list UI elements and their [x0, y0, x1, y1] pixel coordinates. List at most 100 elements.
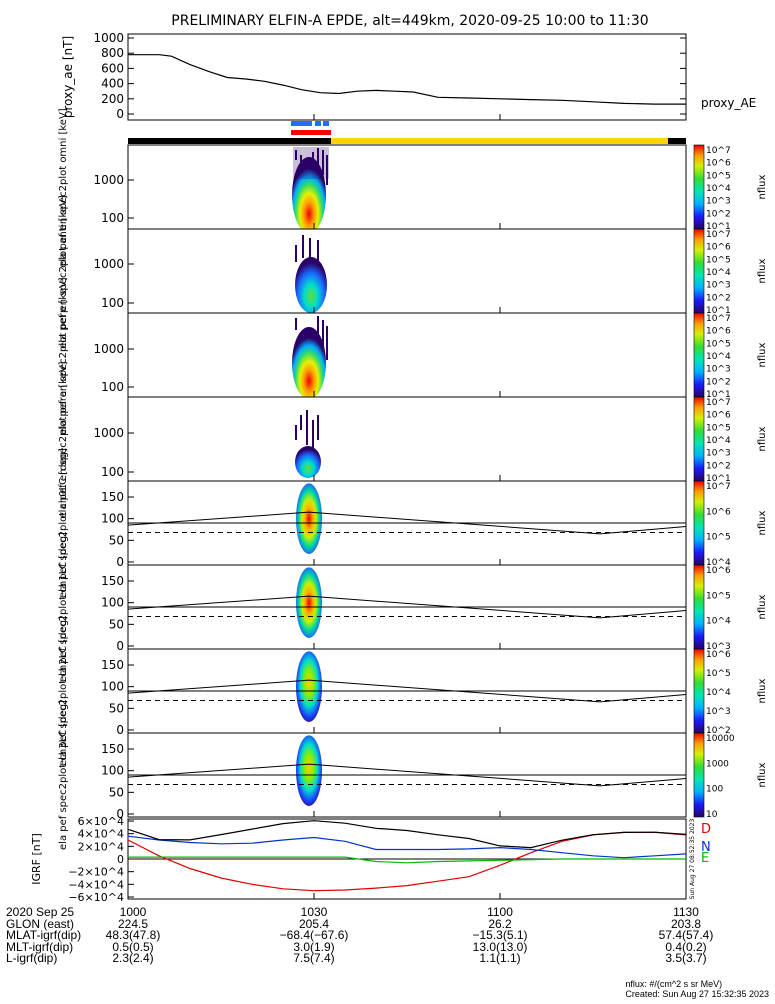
igrf-tick-label: −4×10^4: [68, 878, 124, 891]
pa-panel-0: 150 100 50 0 ela pef spec2plot ch0LC [deg]: [58, 448, 687, 598]
units-note: nflux: #/(cm^2 s sr MeV): [625, 979, 723, 989]
colorbar-tick-label: 10^3: [706, 642, 731, 652]
colorbar-6: 10^6 10^5 10^4 10^3 10^2 nflux: [693, 648, 768, 736]
eph-val: 48.3(47.8): [105, 928, 161, 942]
colorbar-1: 10^7 10^6 10^5 10^4 10^3 10^2 10^1 nflux: [693, 228, 768, 316]
eph-val: 224.5: [117, 916, 149, 931]
colorbar-tick-label: 10^6: [706, 650, 731, 660]
pa-tick-label: 0: [116, 807, 124, 821]
pa-tick-label: 100: [101, 680, 124, 694]
colorbar-tick-label: 10^5: [706, 171, 731, 181]
colorbar-scale: [693, 144, 705, 230]
eph-label: MLT-igrf(dip): [6, 939, 74, 954]
colorbar-0: 10^7 10^6 10^5 10^4 10^3 10^2 10^1 nflux: [693, 144, 768, 232]
spec-panel-para: 1000 100 ela pef en spec2plot para [keV]: [58, 361, 687, 519]
colorbar-7: 10000 1000 100 10 nflux: [693, 732, 768, 820]
colorbar-2: 10^7 10^6 10^5 10^4 10^3 10^2 10^1 nflux: [693, 312, 768, 400]
proxy-ae-legend: proxy_AE: [701, 96, 756, 110]
colorbar-tick-label: 10^6: [706, 507, 731, 517]
colorbar-tick-label: 10^6: [706, 159, 731, 169]
colorbar-tick-label: 10^4: [706, 688, 731, 698]
ae-tick-label: 1000: [93, 31, 124, 45]
colorbar-scale: [693, 312, 705, 398]
pa-tick-label: 150: [101, 658, 124, 672]
ae-tick-label: 400: [101, 77, 124, 91]
colorbar-tick-label: 10^4: [706, 617, 731, 627]
proxy-ae-ylabel: proxy_ae [nT]: [61, 36, 75, 118]
pa-tick-label: 0: [116, 639, 124, 653]
pa-tick-label: 50: [109, 701, 124, 715]
eph-val: 3.0(1.9): [293, 939, 335, 954]
colorbar-tick-label: 10^1: [706, 306, 731, 316]
eph-val: 2.3(2.4): [112, 951, 154, 965]
spec-anti-tick-100: 100: [101, 296, 124, 310]
eph-val: −68.4(−67.6): [279, 928, 349, 942]
colorbar-tick-label: 10^2: [706, 726, 731, 736]
science-zone-red: [291, 130, 331, 135]
pa-tick-label: 150: [101, 742, 124, 756]
igrf-tick-label: 2×10^4: [78, 840, 124, 853]
igrf-legend-d: D: [701, 822, 711, 837]
pa-tick-label: 50: [109, 785, 124, 799]
spec-omni-ylabel: ela pef en spec2plot omni [keV]: [58, 108, 69, 268]
pa-flux-blob: [296, 567, 322, 638]
spec-anti-ylabel: ela pef en spec2plot anti [keV]: [58, 195, 69, 349]
colorbar-label: nflux: [757, 510, 768, 535]
pa-flux-blob: [296, 483, 322, 554]
colorbar-scale: [693, 480, 705, 566]
pa-tick-label: 0: [116, 723, 124, 737]
colorbar-tick-label: 10: [706, 810, 718, 820]
eph-val: 0.4(0.2): [665, 939, 707, 954]
ae-tick-label: 200: [101, 92, 124, 106]
pa-tick-label: 100: [101, 764, 124, 778]
pa-tick-label: 100: [101, 512, 124, 526]
colorbar-tick-label: 10^7: [706, 230, 731, 240]
colorbar-tick-label: 10^5: [706, 255, 731, 265]
status-bar-black-mid: [291, 138, 331, 144]
igrf-stamp: Sun Aug 27 08:52:35 2023: [689, 819, 696, 900]
pa-tick-label: 50: [109, 533, 124, 547]
colorbar-tick-label: 10^7: [706, 398, 731, 408]
pa-panel-2: 150 100 50 0 ela pef spec2plot ch2LC [deg]: [58, 616, 687, 766]
science-zone-blue-2: [315, 121, 321, 126]
spec-perp-tick-1000: 1000: [93, 342, 124, 356]
colorbar-label: nflux: [757, 762, 768, 787]
colorbar-tick-label: 10^2: [706, 209, 731, 219]
igrf-panel: 6×10^44×10^42×10^40−2×10^4−4×10^4−6×10^4…: [30, 815, 711, 904]
spec-anti-tick-1000: 1000: [93, 257, 124, 271]
igrf-y-ticks: 6×10^44×10^42×10^40−2×10^4−4×10^4−6×10^4: [68, 815, 134, 904]
eph-val: 205.4: [298, 916, 330, 931]
colorbar-label: nflux: [757, 174, 768, 199]
science-zone-blue-3: [323, 121, 329, 126]
colorbar-tick-label: 1000: [706, 759, 729, 769]
igrf-n-line: [127, 835, 687, 859]
igrf-tick-label: 0: [117, 853, 124, 866]
colorbar-tick-label: 10^6: [706, 411, 731, 421]
eph-val: 13.0(13.0): [472, 939, 528, 954]
pa-tick-label: 100: [101, 596, 124, 610]
plot-title: PRELIMINARY ELFIN-A EPDE, alt=449km, 202…: [171, 13, 648, 29]
status-bar-black-left: [128, 138, 291, 144]
spec-perp-ylabel: ela pef en spec2plot perp [keV]: [58, 277, 69, 434]
colorbar-scale: [693, 648, 705, 734]
eph-val: 1100: [487, 905, 513, 919]
eph-val: 1.1(1.1): [479, 951, 521, 965]
pa-ylabel: ela pef spec2plot ch2LC [deg]: [58, 616, 69, 766]
colorbar-4: 10^7 10^6 10^5 10^4 nflux: [693, 480, 768, 568]
colorbar-tick-label: 10^7: [706, 314, 731, 324]
ae-tick-label: 0: [116, 107, 124, 121]
spec-para-ylabel: ela pef en spec2plot para [keV]: [58, 361, 69, 518]
colorbar-tick-label: 10^4: [706, 436, 731, 446]
colorbar-label: nflux: [757, 426, 768, 451]
eph-val: 26.2: [488, 916, 512, 931]
spec-panel-omni: 1000 100 ela pef en spec2plot omni [keV]: [58, 108, 687, 268]
colorbar-tick-label: 10^2: [706, 461, 731, 471]
colorbar-tick-label: 10^4: [706, 558, 731, 568]
colorbar-scale: [693, 732, 705, 818]
colorbar-scale: [693, 396, 705, 482]
colorbar-tick-label: 10^4: [706, 268, 731, 278]
eph-label: GLON (east): [6, 916, 75, 931]
spec-panel-anti: 1000 100 ela pef en spec2plot anti [keV]: [58, 195, 687, 349]
